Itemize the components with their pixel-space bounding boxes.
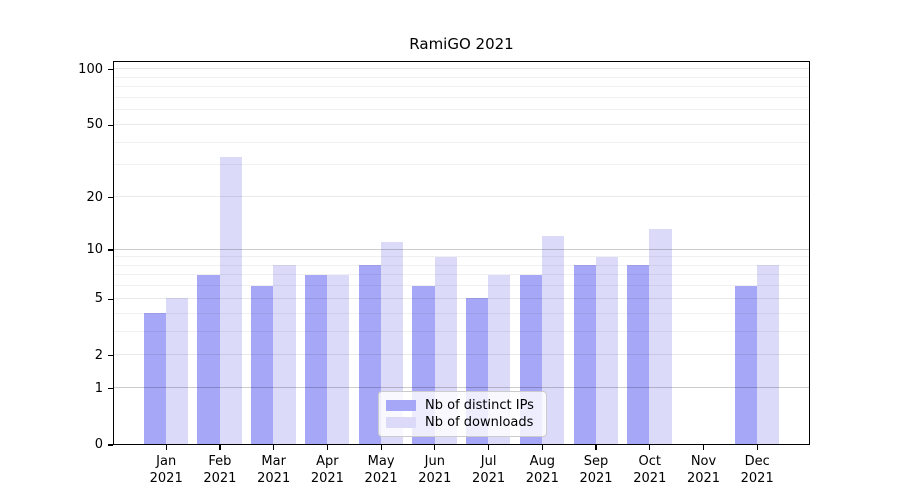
- gridline-y-20: [114, 195, 809, 197]
- legend-item-downloads: Nb of downloads: [386, 415, 538, 430]
- chart-title: RamiGO 2021: [409, 35, 514, 53]
- y-tick-label-50: 50: [86, 117, 103, 133]
- x-tick-label-jul: Jul 2021: [472, 454, 506, 486]
- x-tick-label-aug: Aug 2021: [525, 454, 559, 486]
- bar-ips-apr: [304, 274, 328, 444]
- legend-swatch-downloads-icon: [386, 417, 416, 428]
- x-tick-jun: [434, 445, 436, 450]
- gridline-y-1: [114, 387, 809, 388]
- bar-ips-mar: [251, 285, 274, 444]
- y-tick-2: [108, 355, 113, 357]
- minor-gridline-y-4: [114, 312, 809, 314]
- minor-gridline-y-60: [114, 109, 809, 111]
- x-tick-label-nov: Nov 2021: [686, 454, 721, 486]
- minor-gridline-y-80: [114, 86, 809, 88]
- x-tick-oct: [649, 445, 651, 450]
- bar-ips-sep: [573, 265, 596, 444]
- gridline-y-100: [114, 68, 809, 70]
- x-tick-label-jun: Jun 2021: [418, 454, 452, 486]
- minor-gridline-y-6: [114, 285, 809, 287]
- bar-ips-feb: [197, 274, 220, 444]
- x-tick-label-jan: Jan 2021: [149, 454, 183, 486]
- y-tick-label-1: 1: [94, 380, 103, 396]
- bar-downloads-dec: [756, 265, 780, 444]
- minor-gridline-y-70: [114, 96, 809, 98]
- gridline-y-5: [114, 297, 809, 299]
- x-tick-label-dec: Dec 2021: [740, 454, 774, 486]
- x-tick-nov: [702, 445, 705, 450]
- minor-gridline-y-30: [114, 164, 809, 166]
- bar-downloads-feb: [219, 157, 242, 444]
- legend-label-downloads: Nb of downloads: [425, 415, 534, 430]
- y-tick-5: [108, 298, 113, 300]
- gridline-y-2: [114, 354, 809, 356]
- x-tick-apr: [326, 445, 328, 450]
- bar-ips-may: [358, 265, 381, 444]
- x-tick-jan: [165, 445, 167, 450]
- x-tick-mar: [273, 445, 275, 450]
- plot-area: [113, 61, 810, 445]
- gridline-y-50: [114, 123, 809, 125]
- x-tick-jul: [487, 445, 490, 450]
- minor-gridline-y-3: [114, 330, 809, 332]
- x-tick-aug: [541, 445, 543, 450]
- bar-downloads-aug: [542, 235, 565, 444]
- x-tick-label-sep: Sep 2021: [579, 454, 613, 486]
- y-tick-0: [108, 444, 113, 446]
- x-tick-label-oct: Oct 2021: [633, 454, 667, 486]
- x-tick-may: [380, 445, 382, 450]
- x-tick-label-mar: Mar 2021: [257, 454, 291, 486]
- legend: Nb of distinct IPs Nb of downloads: [378, 391, 547, 437]
- bar-downloads-apr: [327, 274, 350, 444]
- y-tick-100: [108, 69, 113, 71]
- bar-ips-jan: [143, 313, 166, 444]
- y-tick-1: [108, 388, 113, 390]
- legend-item-distinct-ips: Nb of distinct IPs: [386, 398, 538, 413]
- y-tick-50: [108, 124, 113, 126]
- x-tick-sep: [595, 445, 597, 450]
- x-tick-label-feb: Feb 2021: [203, 454, 237, 486]
- bar-downloads-oct: [649, 229, 672, 444]
- bar-downloads-jan: [165, 298, 189, 444]
- y-tick-label-20: 20: [86, 189, 103, 205]
- x-tick-feb: [219, 445, 221, 450]
- y-tick-label-2: 2: [94, 347, 103, 363]
- bar-ips-dec: [734, 285, 757, 444]
- y-tick-label-0: 0: [94, 437, 103, 452]
- minor-gridline-y-9: [114, 256, 809, 258]
- bar-downloads-sep: [595, 256, 618, 444]
- bar-ips-oct: [627, 265, 650, 444]
- minor-gridline-y-8: [114, 264, 809, 266]
- x-tick-label-may: May 2021: [364, 454, 398, 486]
- legend-swatch-distinct-ips-icon: [386, 400, 416, 411]
- y-tick-label-100: 100: [78, 61, 103, 77]
- bar-downloads-mar: [273, 265, 296, 444]
- y-tick-20: [108, 196, 113, 199]
- y-tick-label-10: 10: [86, 242, 103, 258]
- minor-gridline-y-40: [114, 141, 809, 143]
- x-tick-label-apr: Apr 2021: [310, 454, 344, 486]
- legend-label-distinct-ips: Nb of distinct IPs: [425, 398, 534, 413]
- gridline-y-10: [114, 248, 809, 250]
- y-tick-10: [108, 249, 113, 251]
- minor-gridline-y-90: [114, 76, 809, 78]
- x-tick-dec: [756, 445, 758, 450]
- y-tick-label-5: 5: [94, 291, 103, 307]
- minor-gridline-y-7: [114, 274, 809, 276]
